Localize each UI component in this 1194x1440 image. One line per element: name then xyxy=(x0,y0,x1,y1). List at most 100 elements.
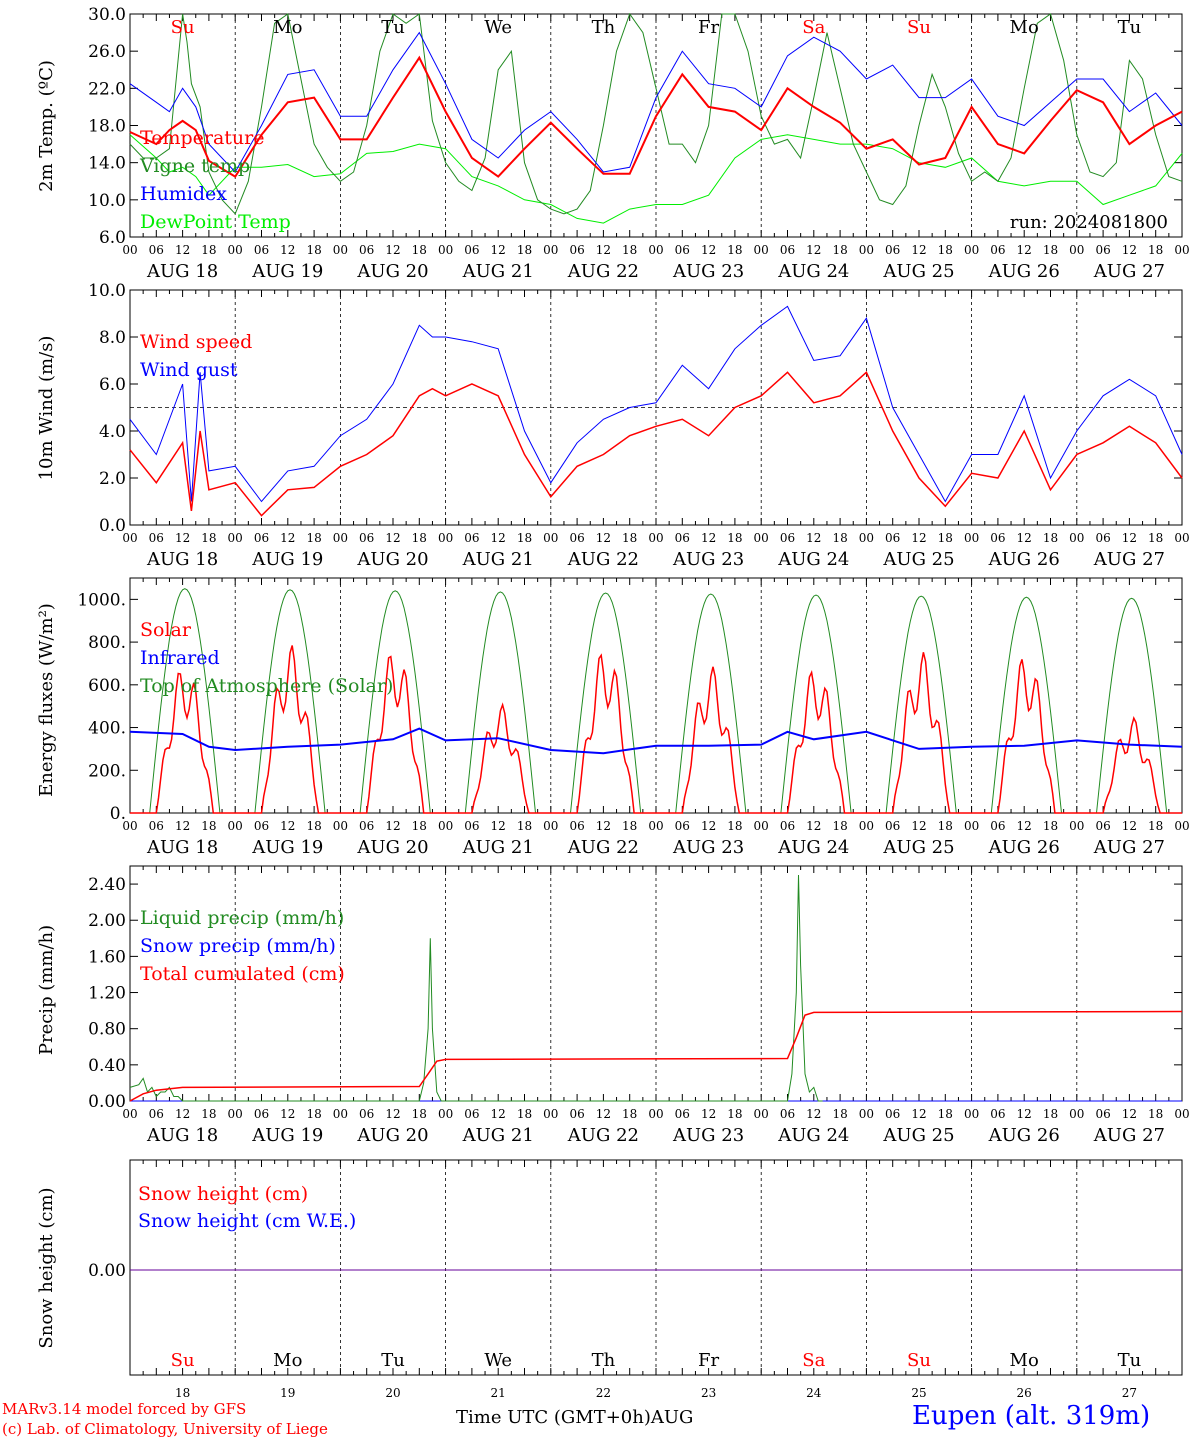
hour-tick-label: 12 xyxy=(1017,243,1032,257)
hour-tick-label: 06 xyxy=(1095,531,1110,545)
hour-tick-label: 06 xyxy=(885,531,900,545)
hour-tick-label: 06 xyxy=(149,1107,164,1121)
date-label: AUG 23 xyxy=(672,261,744,282)
legend-entry: Snow height (cm) xyxy=(138,1183,308,1205)
hour-tick-label: 18 xyxy=(938,1107,953,1121)
temperature-tick-label: 30.0 xyxy=(88,5,126,25)
hour-tick-label: 18 xyxy=(1148,1107,1163,1121)
date-label: AUG 21 xyxy=(462,261,534,282)
hour-tick-label: 06 xyxy=(149,243,164,257)
hour-tick-label: 00 xyxy=(122,531,137,545)
hour-tick-label: 18 xyxy=(517,531,532,545)
hour-tick-label: 00 xyxy=(1174,819,1189,833)
energy-axis-title: Energy fluxes (W/m²) xyxy=(36,603,57,797)
hour-tick-label: 12 xyxy=(280,819,295,833)
date-label: AUG 25 xyxy=(882,549,954,570)
legend-entry: DewPoint Temp xyxy=(140,211,291,233)
hour-tick-label: 12 xyxy=(806,819,821,833)
hour-tick-label: 06 xyxy=(569,1107,584,1121)
legend-entry: Snow height (cm W.E.) xyxy=(138,1210,356,1232)
hour-tick-label: 18 xyxy=(622,243,637,257)
vigne-temp-line xyxy=(129,12,1183,215)
hour-tick-label: 00 xyxy=(859,819,874,833)
hour-tick-label: 00 xyxy=(438,531,453,545)
hour-tick-label: 12 xyxy=(911,819,926,833)
hour-tick-label: 12 xyxy=(596,531,611,545)
hour-tick-label: 12 xyxy=(701,243,716,257)
day-number-label: 21 xyxy=(491,1386,506,1400)
hour-tick-label: 18 xyxy=(201,531,216,545)
hour-tick-label: 00 xyxy=(648,819,663,833)
hour-tick-label: 00 xyxy=(754,531,769,545)
hour-tick-label: 00 xyxy=(964,243,979,257)
date-label: AUG 22 xyxy=(567,261,639,282)
temperature-axis-title: 2m Temp. (ºC) xyxy=(36,60,57,192)
hour-tick-label: 00 xyxy=(228,819,243,833)
hour-tick-label: 18 xyxy=(832,243,847,257)
date-label: AUG 19 xyxy=(251,549,323,570)
hour-tick-label: 12 xyxy=(280,1107,295,1121)
hour-tick-label: 00 xyxy=(333,1107,348,1121)
hour-tick-label: 18 xyxy=(832,1107,847,1121)
hour-tick-label: 06 xyxy=(990,243,1005,257)
legend-entry: Wind speed xyxy=(140,331,252,353)
hour-tick-label: 06 xyxy=(780,531,795,545)
date-label: AUG 23 xyxy=(672,1125,744,1146)
temperature-line xyxy=(129,55,1183,178)
wind-tick-label: 10.0 xyxy=(88,281,126,301)
hour-tick-label: 00 xyxy=(1069,1107,1084,1121)
hour-tick-label: 12 xyxy=(385,1107,400,1121)
hour-tick-label: 12 xyxy=(701,1107,716,1121)
wind-axis-title: 10m Wind (m/s) xyxy=(36,336,57,481)
legend-entry: Temperature xyxy=(140,127,264,149)
precip-axis-title: Precip (mm/h) xyxy=(36,925,57,1055)
hour-tick-label: 12 xyxy=(385,531,400,545)
hour-tick-label: 00 xyxy=(228,531,243,545)
hour-tick-label: 12 xyxy=(385,819,400,833)
hour-tick-label: 12 xyxy=(596,1107,611,1121)
day-number-label: 25 xyxy=(911,1386,926,1400)
date-label: AUG 24 xyxy=(777,837,849,858)
legend-entry: Vigne temp xyxy=(139,155,250,177)
hour-tick-label: 18 xyxy=(412,819,427,833)
hour-tick-label: 18 xyxy=(938,243,953,257)
hour-tick-label: 00 xyxy=(859,1107,874,1121)
date-label: AUG 20 xyxy=(356,1125,428,1146)
date-label: AUG 27 xyxy=(1093,837,1165,858)
hour-tick-label: 00 xyxy=(859,531,874,545)
temperature-tick-label: 22.0 xyxy=(88,79,126,99)
date-label: AUG 18 xyxy=(146,1125,218,1146)
hour-tick-label: 00 xyxy=(543,819,558,833)
day-number-label: 23 xyxy=(701,1386,716,1400)
hour-tick-label: 06 xyxy=(254,243,269,257)
hour-tick-label: 06 xyxy=(464,531,479,545)
hour-tick-label: 00 xyxy=(1174,531,1189,545)
hour-tick-label: 00 xyxy=(543,531,558,545)
wind-speed-line xyxy=(129,371,1183,517)
hour-tick-label: 18 xyxy=(1148,531,1163,545)
hour-tick-label: 18 xyxy=(1043,531,1058,545)
hour-tick-label: 18 xyxy=(306,1107,321,1121)
day-number-label: 24 xyxy=(806,1386,822,1400)
hour-tick-label: 06 xyxy=(1095,819,1110,833)
hour-tick-label: 18 xyxy=(517,243,532,257)
hour-tick-label: 00 xyxy=(438,243,453,257)
date-label: AUG 18 xyxy=(146,549,218,570)
date-label: AUG 27 xyxy=(1093,261,1165,282)
hour-tick-label: 06 xyxy=(1095,243,1110,257)
date-label: AUG 22 xyxy=(567,1125,639,1146)
hour-tick-label: 12 xyxy=(280,243,295,257)
hour-tick-label: 00 xyxy=(859,243,874,257)
weekday-label: Sa xyxy=(802,1350,825,1371)
date-label: AUG 24 xyxy=(777,1125,849,1146)
legend-entry: Top of Atmosphere (Solar) xyxy=(140,675,393,697)
snow-axis-title: Snow height (cm) xyxy=(36,1187,57,1348)
wind-tick-label: 2.0 xyxy=(99,469,126,489)
hour-tick-label: 06 xyxy=(359,1107,374,1121)
date-label: AUG 25 xyxy=(882,261,954,282)
time-axis-label: Time UTC (GMT+0h)AUG xyxy=(456,1407,694,1428)
hour-tick-label: 18 xyxy=(517,1107,532,1121)
hour-tick-label: 12 xyxy=(911,1107,926,1121)
hour-tick-label: 06 xyxy=(359,243,374,257)
